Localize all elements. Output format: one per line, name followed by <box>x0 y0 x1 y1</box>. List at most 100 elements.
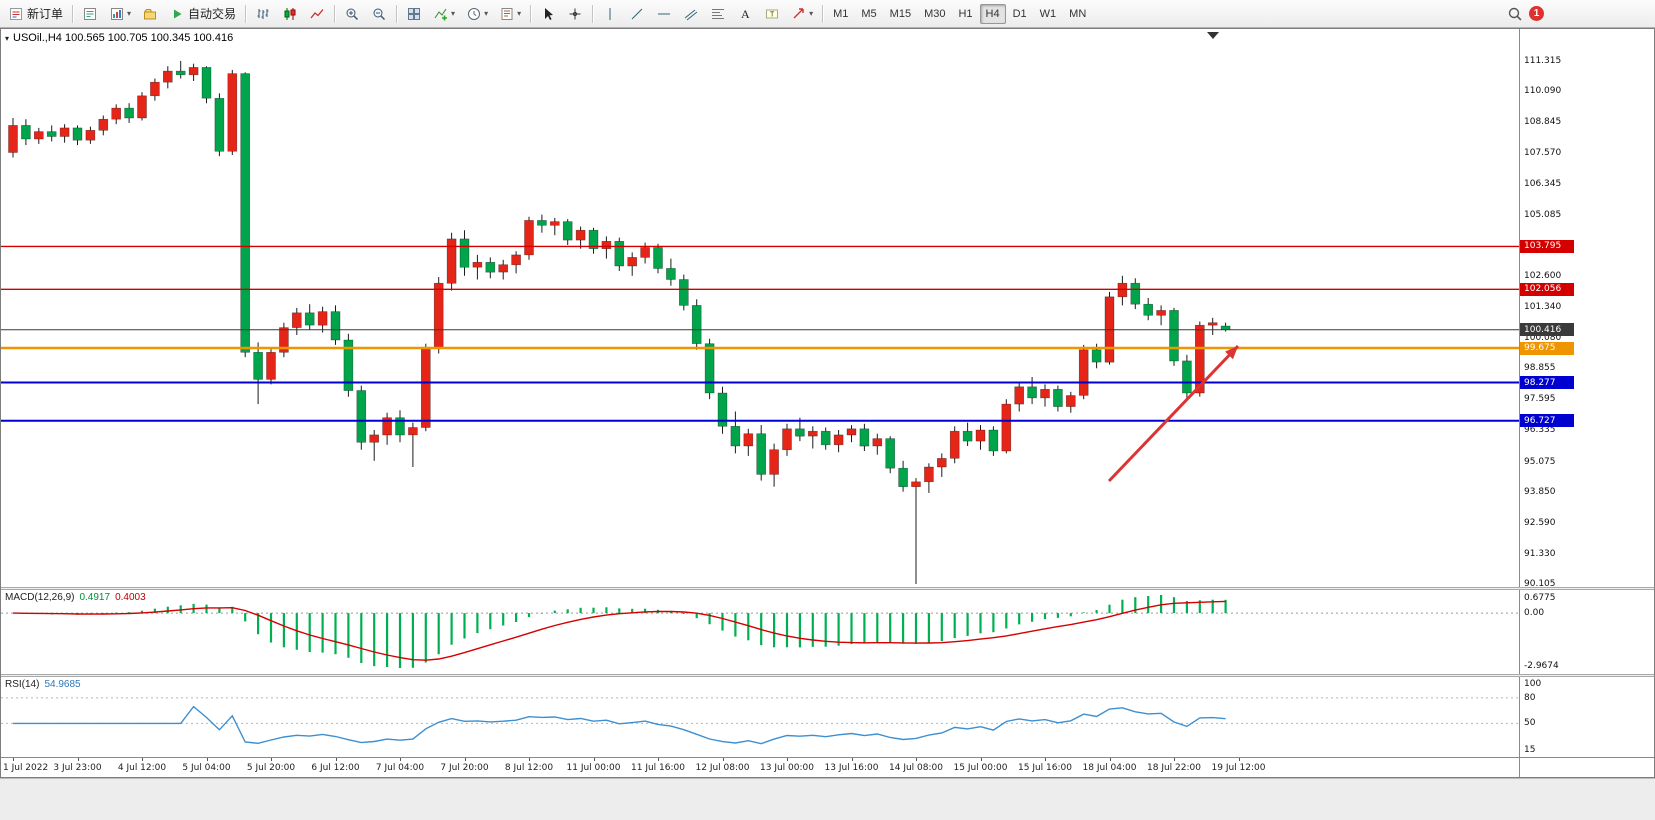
pane-splitter[interactable] <box>1 674 1654 677</box>
zoom-out-button[interactable] <box>366 3 392 25</box>
new-order-button[interactable]: 新订单 <box>3 3 68 25</box>
dropdown-caret-icon: ▾ <box>517 9 522 18</box>
toolbar: 新订单 ▾ 自动交易 ▾ ▾ ▾ A T ▾ M1 M5 M15 M30 H1 … <box>0 0 1655 28</box>
macd-signal-line <box>12 600 1226 661</box>
price-scale-label: 106.345 <box>1524 178 1562 189</box>
separator <box>396 4 398 23</box>
price-scale-label: 107.570 <box>1524 148 1562 159</box>
time-tick <box>916 758 917 761</box>
zoom-in-icon <box>346 8 359 20</box>
timeframe-button-mn[interactable]: MN <box>1069 7 1087 20</box>
rsi-axis-label: 100 <box>1524 679 1542 689</box>
zoom-in-button[interactable] <box>339 3 365 25</box>
price-scale[interactable]: 111.315 110.090 108.845 107.570 106.345 105.0… <box>1519 29 1654 587</box>
cursor-icon <box>545 7 554 20</box>
pane-splitter[interactable] <box>1 587 1654 590</box>
rsi-value: 54.9685 <box>44 679 81 690</box>
timeframe-button-m1[interactable]: M1 <box>833 7 849 20</box>
price-line-label: 100.416 <box>1520 323 1574 337</box>
separator <box>592 4 594 23</box>
time-axis-label: 1 Jul 2022 <box>3 763 49 773</box>
macd-name: MACD(12,26,9) <box>5 592 75 603</box>
crosshair-button[interactable] <box>562 3 588 25</box>
search-button[interactable] <box>1502 3 1528 25</box>
auto-trading-button[interactable]: 自动交易 <box>164 3 241 25</box>
chart-collapse-icon[interactable]: ▾ <box>5 33 10 43</box>
shift-marker-icon <box>1207 32 1219 39</box>
line-chart-button[interactable] <box>304 3 330 25</box>
main-chart-pane[interactable]: ▾ USOil.,H4 100.565 100.705 100.345 100.… <box>1 29 1519 587</box>
label-button[interactable]: T <box>759 3 785 25</box>
price-scale-label: 95.075 <box>1524 456 1556 467</box>
auto-trading-icon <box>174 9 182 18</box>
time-tick <box>77 758 79 761</box>
macd-signal-value: 0.4003 <box>115 592 146 603</box>
macd-pane[interactable]: MACD(12,26,9) 0.4917 0.4003 <box>1 590 1519 674</box>
chart-profiles-button[interactable] <box>137 3 163 25</box>
templates-button[interactable]: ▾ <box>494 3 526 25</box>
price-scale-label: 91.330 <box>1524 548 1556 559</box>
rsi-axis-label: 50 <box>1524 718 1536 729</box>
time-axis-label: 15 Jul 00:00 <box>953 763 1008 773</box>
status-strip <box>0 778 1655 820</box>
market-watch-button[interactable] <box>77 3 103 25</box>
timeframe-button-h1[interactable]: H1 <box>958 7 973 20</box>
candlestick-chart-button[interactable] <box>277 3 303 25</box>
price-scale-label: 110.090 <box>1524 86 1562 97</box>
rsi-axis-label: 15 <box>1524 745 1536 755</box>
trendline-button[interactable] <box>624 3 650 25</box>
channel-icon <box>684 9 698 20</box>
time-axis-label: 14 Jul 08:00 <box>889 763 943 773</box>
macd-label: MACD(12,26,9) 0.4917 0.4003 <box>5 592 146 603</box>
time-tick <box>658 758 659 761</box>
time-axis-label: 7 Jul 04:00 <box>375 763 425 773</box>
timeframe-button-m30[interactable]: M30 <box>924 7 946 20</box>
notification-badge[interactable]: 1 <box>1529 6 1544 21</box>
fibonacci-button[interactable] <box>705 3 731 25</box>
channel-button[interactable] <box>678 3 704 25</box>
templates-icon <box>501 7 513 20</box>
new-chart-button[interactable]: ▾ <box>104 3 136 25</box>
cursor-button[interactable] <box>535 3 561 25</box>
line-chart-icon <box>310 8 324 18</box>
timeframe-button-d1[interactable]: D1 <box>1012 7 1027 20</box>
price-scale-label: 96.335 <box>1524 425 1556 436</box>
time-axis[interactable]: 1 Jul 2022 3 Jul 23:00 4 Jul 12:00 5 Jul 04… <box>1 757 1519 777</box>
chart-window: ▾ USOil.,H4 100.565 100.705 100.345 100.… <box>0 28 1655 778</box>
horizontal-line-button[interactable] <box>651 3 677 25</box>
candles-icon <box>284 7 296 20</box>
label-icon: T <box>766 9 779 18</box>
price-scale-label: 100.080 <box>1524 333 1562 343</box>
time-axis-label: 11 Jul 16:00 <box>631 763 685 773</box>
text-button[interactable]: A <box>732 3 758 25</box>
indicators-button[interactable]: ▾ <box>428 3 460 25</box>
timeframe-button-m15[interactable]: M15 <box>889 7 912 20</box>
time-axis-label: 7 Jul 20:00 <box>440 763 489 773</box>
periods-button[interactable]: ▾ <box>461 3 493 25</box>
price-line-label: 103.795 <box>1520 239 1574 253</box>
price-scale-label: 92.590 <box>1524 517 1556 528</box>
time-tick <box>1045 758 1046 761</box>
timeframe-button-w1[interactable]: W1 <box>1039 7 1057 20</box>
time-axis-corner <box>1519 757 1654 777</box>
bar-chart-button[interactable] <box>250 3 276 25</box>
dropdown-caret-icon: ▾ <box>484 9 489 18</box>
macd-axis-label: 0.00 <box>1524 608 1545 619</box>
vertical-line-button[interactable] <box>597 3 623 25</box>
separator <box>334 4 336 23</box>
macd-scale[interactable]: 0.6775 0.00 -2.9674 <box>1519 590 1654 674</box>
arrows-button[interactable]: ▾ <box>786 3 818 25</box>
rsi-pane[interactable]: RSI(14) 54.9685 <box>1 677 1519 757</box>
price-scale-label: 105.085 <box>1524 209 1562 220</box>
rsi-scale[interactable]: 100 80 50 15 <box>1519 677 1654 757</box>
dropdown-caret-icon: ▾ <box>809 9 814 18</box>
timeframe-button-h4[interactable]: H4 <box>979 3 1006 24</box>
tile-windows-button[interactable] <box>401 3 427 25</box>
time-tick <box>400 758 401 761</box>
vline-icon <box>609 7 611 20</box>
timeframe-button-m5[interactable]: M5 <box>861 7 877 20</box>
price-line-label: 99.675 <box>1520 341 1574 355</box>
time-tick <box>335 758 337 761</box>
price-line-label: 98.277 <box>1520 376 1574 389</box>
trend-arrow[interactable] <box>1107 342 1242 483</box>
